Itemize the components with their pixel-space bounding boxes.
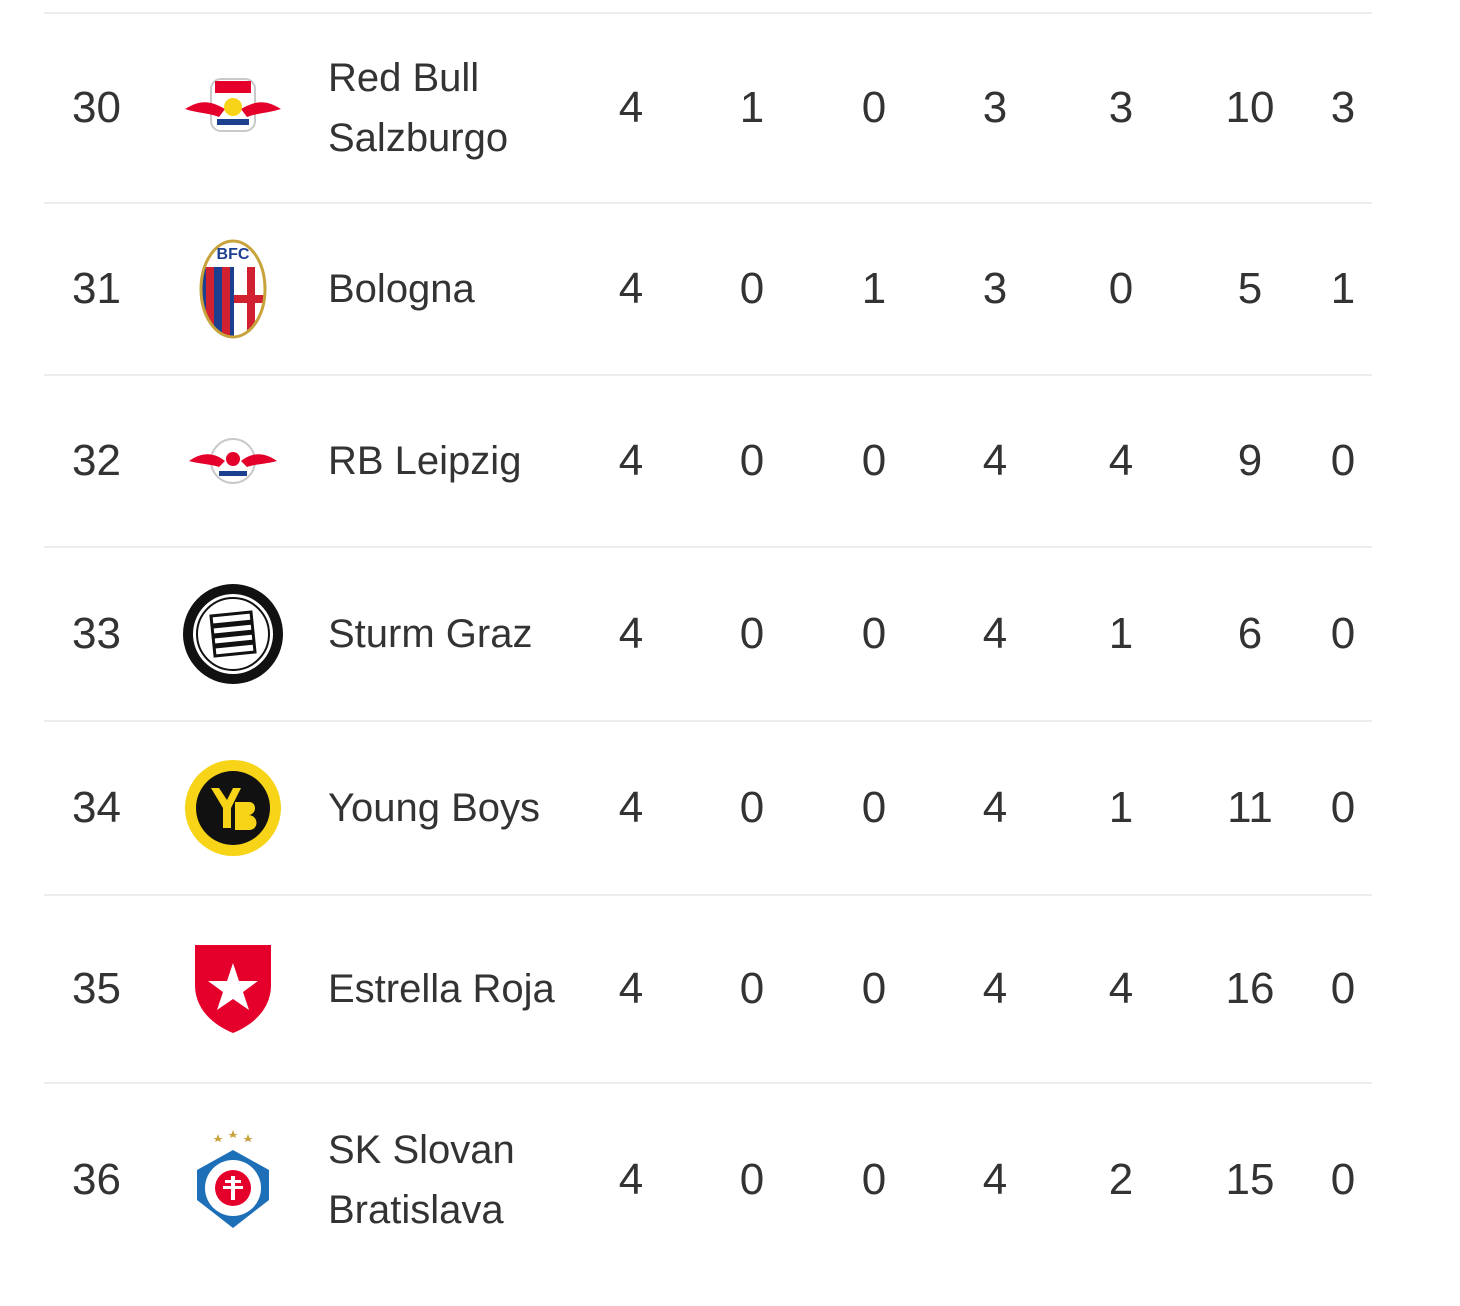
table-row[interactable]: 32 RB Leipzig 4 0 0 4 4 9 0 [44,376,1372,548]
team-name[interactable]: Bologna [328,267,475,311]
stat-cell: 11 [1227,783,1273,832]
svg-text:BFC: BFC [217,246,250,263]
stat-cell: 3 [982,83,1008,132]
team-name[interactable]: Red Bull Salzburgo [328,56,509,160]
position: 31 [72,264,121,313]
stat-cell: 0 [861,609,887,658]
stat-cell: 4 [1108,964,1134,1013]
stat-cell: 0 [861,83,887,132]
stat-cell: 4 [618,964,644,1013]
stat-cell: 6 [1237,609,1263,658]
stat-cell: 3 [1330,83,1356,132]
stat-cell: 0 [1330,783,1356,832]
stat-cell: 4 [982,964,1008,1013]
stat-cell: 0 [1330,1155,1356,1204]
stat-cell: 15 [1225,1155,1275,1204]
stat-cell: 4 [618,1155,644,1204]
stat-cell: 0 [739,964,765,1013]
team-name[interactable]: RB Leipzig [328,439,522,483]
stat-cell: 0 [739,1155,765,1204]
stat-cell: 3 [982,264,1008,313]
stat-cell: 0 [739,436,765,485]
stat-cell: 4 [982,1155,1008,1204]
stat-cell: 3 [1108,83,1134,132]
bologna-crest-icon: BFC [178,234,288,344]
stat-cell: 4 [618,436,644,485]
stat-cell: 0 [861,964,887,1013]
table-row[interactable]: 33 Sturm Graz 4 0 0 4 1 6 0 [44,548,1372,722]
red-bull-salzburg-crest-icon [178,53,288,163]
team-name[interactable]: Sturm Graz [328,612,533,656]
divider [44,0,1372,14]
young-boys-crest-icon [178,753,288,863]
red-star-crest-icon [178,934,288,1044]
slovan-bratislava-crest-icon [178,1125,288,1235]
stat-cell: 4 [982,609,1008,658]
stat-cell: 5 [1237,264,1263,313]
stat-cell: 0 [861,1155,887,1204]
stat-cell: 1 [739,83,765,132]
stat-cell: 0 [1330,609,1356,658]
stat-cell: 0 [1330,436,1356,485]
stat-cell: 0 [861,436,887,485]
table-row[interactable]: 30 Red Bull Salzburgo 4 1 0 3 3 10 3 [44,14,1372,204]
team-name[interactable]: Estrella Roja [328,967,555,1011]
stat-cell: 1 [861,264,887,313]
stat-cell: 4 [618,264,644,313]
position: 33 [72,609,121,658]
sturm-graz-crest-icon [178,579,288,689]
position: 35 [72,964,121,1013]
position: 32 [72,436,121,485]
stat-cell: 9 [1237,436,1263,485]
rb-leipzig-crest-icon [178,406,288,516]
stat-cell: 0 [861,783,887,832]
stat-cell: 2 [1108,1155,1134,1204]
stat-cell: 1 [1108,783,1134,832]
stat-cell: 4 [618,783,644,832]
stat-cell: 4 [618,83,644,132]
team-name[interactable]: SK Slovan Bratislava [328,1128,515,1232]
table-row[interactable]: 35 Estrella Roja 4 0 0 4 4 16 0 [44,896,1372,1084]
position: 34 [72,783,121,832]
team-name[interactable]: Young Boys [328,786,541,830]
table-row[interactable]: 31 BFC Bologna 4 0 1 3 0 5 [44,204,1372,376]
position: 30 [72,83,121,132]
stat-cell: 4 [618,609,644,658]
stat-cell: 0 [739,783,765,832]
stat-cell: 4 [982,783,1008,832]
table-row[interactable]: 36 SK Slovan Bratislava 4 0 0 4 2 15 0 [44,1084,1372,1276]
position: 36 [72,1155,121,1204]
stat-cell: 16 [1225,964,1275,1013]
stat-cell: 0 [739,609,765,658]
stat-cell: 1 [1108,609,1134,658]
standings-table: 30 Red Bull Salzburgo 4 1 0 3 3 10 3 31 [44,0,1372,1276]
stat-cell: 0 [1330,964,1356,1013]
stat-cell: 0 [1108,264,1134,313]
stat-cell: 0 [739,264,765,313]
stat-cell: 4 [1108,436,1134,485]
stat-cell: 1 [1330,264,1356,313]
stat-cell: 10 [1225,83,1275,132]
stat-cell: 4 [982,436,1008,485]
table-row[interactable]: 34 Young Boys 4 0 0 4 1 11 0 [44,722,1372,896]
